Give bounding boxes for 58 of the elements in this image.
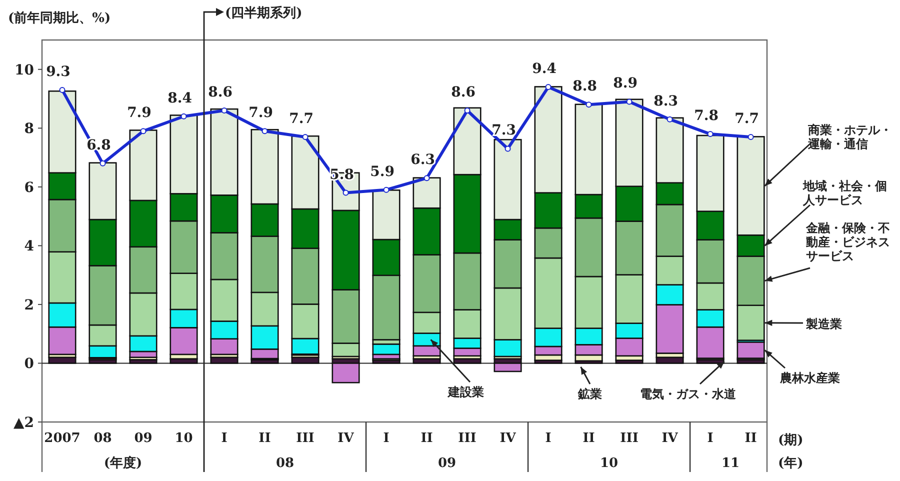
y-tick-label: ▲2	[13, 415, 34, 431]
text: (期)	[778, 433, 804, 448]
data-label: 8.8	[572, 78, 597, 95]
data-label: 8.6	[208, 84, 232, 101]
data-label: 9.4	[532, 61, 557, 78]
x-tick-label: II	[744, 431, 757, 446]
text: 10	[600, 456, 618, 471]
x-tick-label: III	[620, 431, 638, 446]
text: 金融・保険・不動産・ビジネスサービス	[805, 221, 890, 263]
x-tick-label: IV	[338, 431, 355, 446]
data-label: 7.9	[127, 105, 152, 122]
x-tick-label: IV	[662, 431, 679, 446]
text: (年)	[778, 456, 804, 471]
text: 商業・ホテル・運輸・通信	[807, 123, 892, 151]
text: 建設業	[447, 385, 484, 399]
x-tick-label: I	[545, 431, 552, 446]
text: (年度)	[104, 455, 142, 471]
x-tick-label: III	[458, 431, 476, 446]
series-label: 電気・ガス・水道	[640, 387, 737, 401]
text: 08	[276, 456, 294, 471]
x-tick-label: II	[582, 431, 595, 446]
data-label: 7.8	[694, 108, 718, 124]
data-label: 7.7	[289, 110, 314, 127]
y-tick-label: 10	[14, 62, 34, 78]
data-label: 8.9	[613, 76, 638, 92]
y-tick-label: 6	[24, 180, 34, 196]
text: 11	[722, 456, 740, 471]
data-label: 7.3	[492, 122, 516, 139]
text: 製造業	[805, 317, 842, 331]
x-tick-label: II	[258, 431, 271, 446]
text: 鉱業	[577, 387, 602, 401]
x-tick-label: 2007	[44, 431, 80, 446]
data-label: 8.6	[451, 84, 476, 101]
y-tick-label: 8	[24, 121, 34, 138]
data-label: 6.3	[410, 152, 435, 168]
y-tick-label: 4	[24, 238, 34, 255]
data-label: 7.7	[734, 110, 759, 127]
x-tick-label: II	[420, 431, 433, 446]
y-tick-label: 2	[24, 297, 34, 314]
data-label: 5.9	[370, 164, 394, 180]
text: 09	[438, 456, 456, 471]
x-tick-label: 10	[174, 431, 193, 446]
x-tick-label: IV	[500, 431, 517, 446]
series-label: 農林水産業	[779, 371, 840, 385]
x-tick-label: I	[707, 431, 714, 446]
x-tick-label: I	[221, 431, 228, 446]
text: 地域・社会・個人サービス	[802, 179, 887, 207]
x-tick-label: III	[296, 431, 314, 446]
x-tick-label: 08	[94, 431, 112, 446]
x-tick-label: 09	[134, 431, 152, 446]
data-label: 9.3	[46, 64, 70, 80]
y-axis-title: (前年同期比、%)	[8, 11, 111, 26]
data-label: 8.4	[168, 90, 192, 106]
x-tick-label: I	[383, 431, 390, 446]
data-label: 8.3	[654, 93, 678, 110]
text: (四半期系列)	[225, 5, 302, 21]
data-label: 7.9	[248, 105, 273, 122]
y-tick-label: 0	[24, 356, 34, 372]
